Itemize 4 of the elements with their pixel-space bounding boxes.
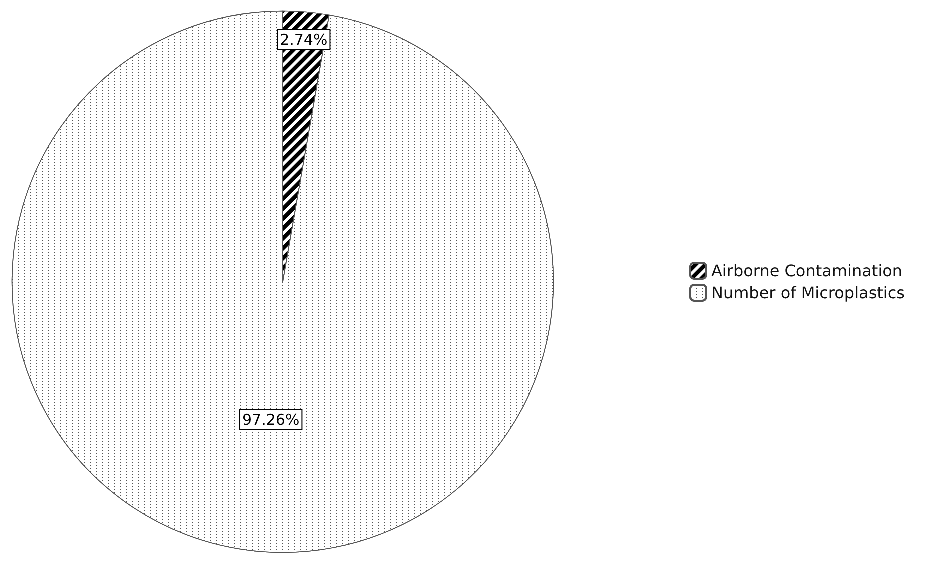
legend-label: Airborne Contamination [711, 262, 903, 280]
data-label: 97.26% [242, 410, 300, 429]
legend-label: Number of Microplastics [711, 284, 906, 302]
data-label: 2.74% [280, 30, 328, 49]
